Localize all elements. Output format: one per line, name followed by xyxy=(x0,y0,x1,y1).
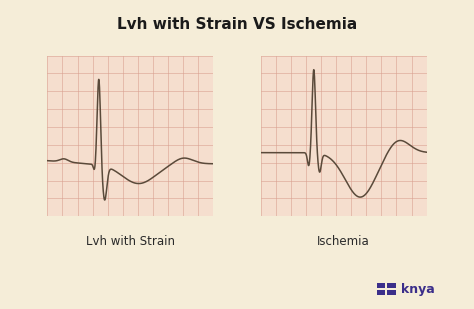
Text: Lvh with Strain VS Ischemia: Lvh with Strain VS Ischemia xyxy=(117,17,357,32)
Text: Lvh with Strain: Lvh with Strain xyxy=(86,235,175,248)
Text: knya: knya xyxy=(401,283,434,296)
Text: Ischemia: Ischemia xyxy=(317,235,370,248)
